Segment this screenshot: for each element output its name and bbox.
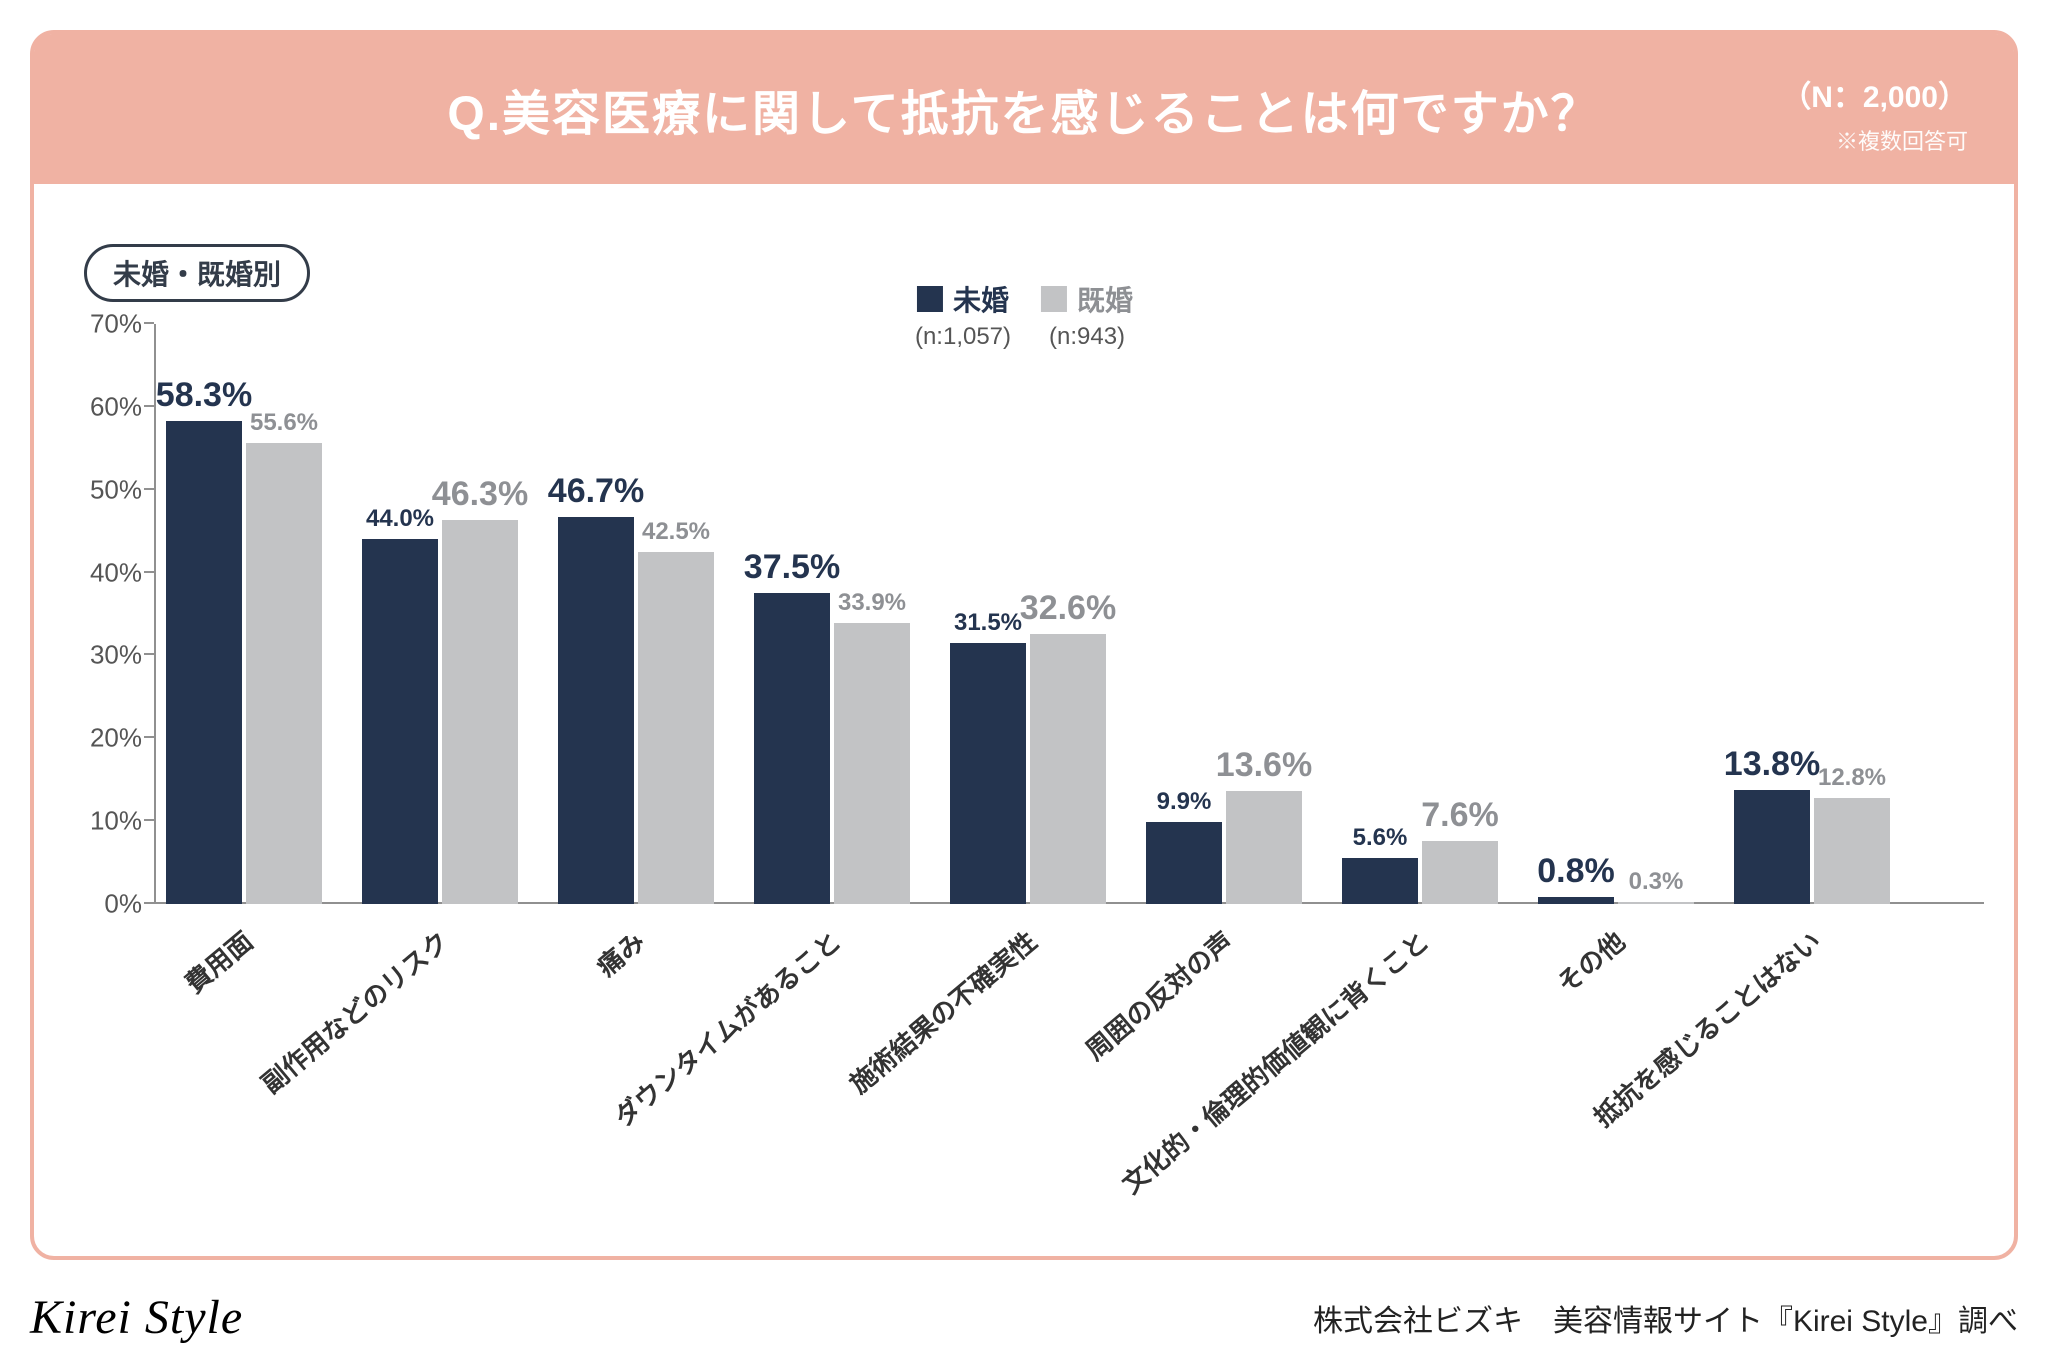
bar: 46.7% xyxy=(558,517,634,904)
category-label: その他 xyxy=(1548,922,1632,1000)
chart-card: Q.美容医療に関して抵抗を感じることは何ですか？ （N：2,000） ※複数回答… xyxy=(30,30,2018,1260)
value-label: 9.9% xyxy=(1157,788,1212,816)
category-label: 文化的・倫理的価値観に背くこと xyxy=(1113,922,1436,1201)
value-label: 58.3% xyxy=(156,376,252,415)
bar: 12.8% xyxy=(1814,798,1890,904)
sample-size-box: （N：2,000） ※複数回答可 xyxy=(1781,72,1968,156)
legend-swatch xyxy=(917,286,943,312)
value-label: 31.5% xyxy=(954,609,1022,637)
bar: 13.6% xyxy=(1226,791,1302,904)
value-label: 44.0% xyxy=(366,505,434,533)
category-label: 周囲の反対の声 xyxy=(1077,922,1240,1067)
y-tick-mark xyxy=(144,902,154,904)
bar: 0.3% xyxy=(1618,902,1694,904)
segment-badge: 未婚・既婚別 xyxy=(84,244,310,302)
footer: Kirei Style 株式会社ビズキ 美容情報サイト『Kirei Style』… xyxy=(30,1290,2018,1345)
bar: 9.9% xyxy=(1146,822,1222,904)
bar: 13.8% xyxy=(1734,790,1810,904)
value-label: 37.5% xyxy=(744,548,840,587)
bar: 32.6% xyxy=(1030,634,1106,904)
y-tick-mark xyxy=(144,653,154,655)
bar: 31.5% xyxy=(950,643,1026,904)
y-tick-label: 30% xyxy=(90,640,142,671)
bar: 33.9% xyxy=(834,623,910,904)
category-label: 痛み xyxy=(588,922,652,984)
brand-logo: Kirei Style xyxy=(30,1290,243,1345)
bar: 42.5% xyxy=(638,552,714,904)
header-bar: Q.美容医療に関して抵抗を感じることは何ですか？ （N：2,000） ※複数回答… xyxy=(34,34,2014,184)
category-label: 費用面 xyxy=(176,922,260,1000)
bar: 37.5% xyxy=(754,593,830,904)
category-label: 施術結果の不確実性 xyxy=(841,922,1044,1101)
y-tick-label: 0% xyxy=(104,889,142,920)
value-label: 33.9% xyxy=(838,589,906,617)
multi-answer-note: ※複数回答可 xyxy=(1781,124,1968,156)
bar: 58.3% xyxy=(166,421,242,904)
y-tick-label: 40% xyxy=(90,557,142,588)
y-tick-mark xyxy=(144,571,154,573)
value-label: 5.6% xyxy=(1353,824,1408,852)
plot-area: 0%10%20%30%40%50%60%70% 58.3%55.6%44.0%4… xyxy=(154,324,1984,904)
bar: 5.6% xyxy=(1342,858,1418,904)
category-label: 副作用などのリスク xyxy=(253,922,456,1101)
legend-label: 既婚 xyxy=(1077,279,1133,319)
value-label: 13.6% xyxy=(1216,746,1312,785)
bar: 0.8% xyxy=(1538,897,1614,904)
legend-label: 未婚 xyxy=(953,279,1009,319)
y-tick-label: 20% xyxy=(90,723,142,754)
y-tick-mark xyxy=(144,488,154,490)
value-label: 13.8% xyxy=(1724,745,1820,784)
y-tick-mark xyxy=(144,405,154,407)
y-tick-mark xyxy=(144,736,154,738)
value-label: 0.3% xyxy=(1629,868,1684,896)
y-tick-mark xyxy=(144,322,154,324)
value-label: 42.5% xyxy=(642,518,710,546)
y-tick-label: 10% xyxy=(90,806,142,837)
y-tick-label: 60% xyxy=(90,391,142,422)
value-label: 55.6% xyxy=(250,409,318,437)
value-label: 7.6% xyxy=(1421,796,1499,835)
y-tick-mark xyxy=(144,819,154,821)
bar: 55.6% xyxy=(246,443,322,904)
value-label: 0.8% xyxy=(1537,852,1615,891)
bar: 46.3% xyxy=(442,520,518,904)
y-tick-label: 70% xyxy=(90,309,142,340)
chart-title: Q.美容医療に関して抵抗を感じることは何ですか？ xyxy=(447,74,1600,144)
value-label: 46.3% xyxy=(432,475,528,514)
y-tick-label: 50% xyxy=(90,474,142,505)
sample-size: （N：2,000） xyxy=(1781,72,1968,116)
value-label: 46.7% xyxy=(548,472,644,511)
source-text: 株式会社ビズキ 美容情報サイト『Kirei Style』調べ xyxy=(1313,1296,2018,1340)
legend-swatch xyxy=(1041,286,1067,312)
bar: 44.0% xyxy=(362,539,438,904)
bar: 7.6% xyxy=(1422,841,1498,904)
value-label: 32.6% xyxy=(1020,589,1116,628)
value-label: 12.8% xyxy=(1818,764,1886,792)
